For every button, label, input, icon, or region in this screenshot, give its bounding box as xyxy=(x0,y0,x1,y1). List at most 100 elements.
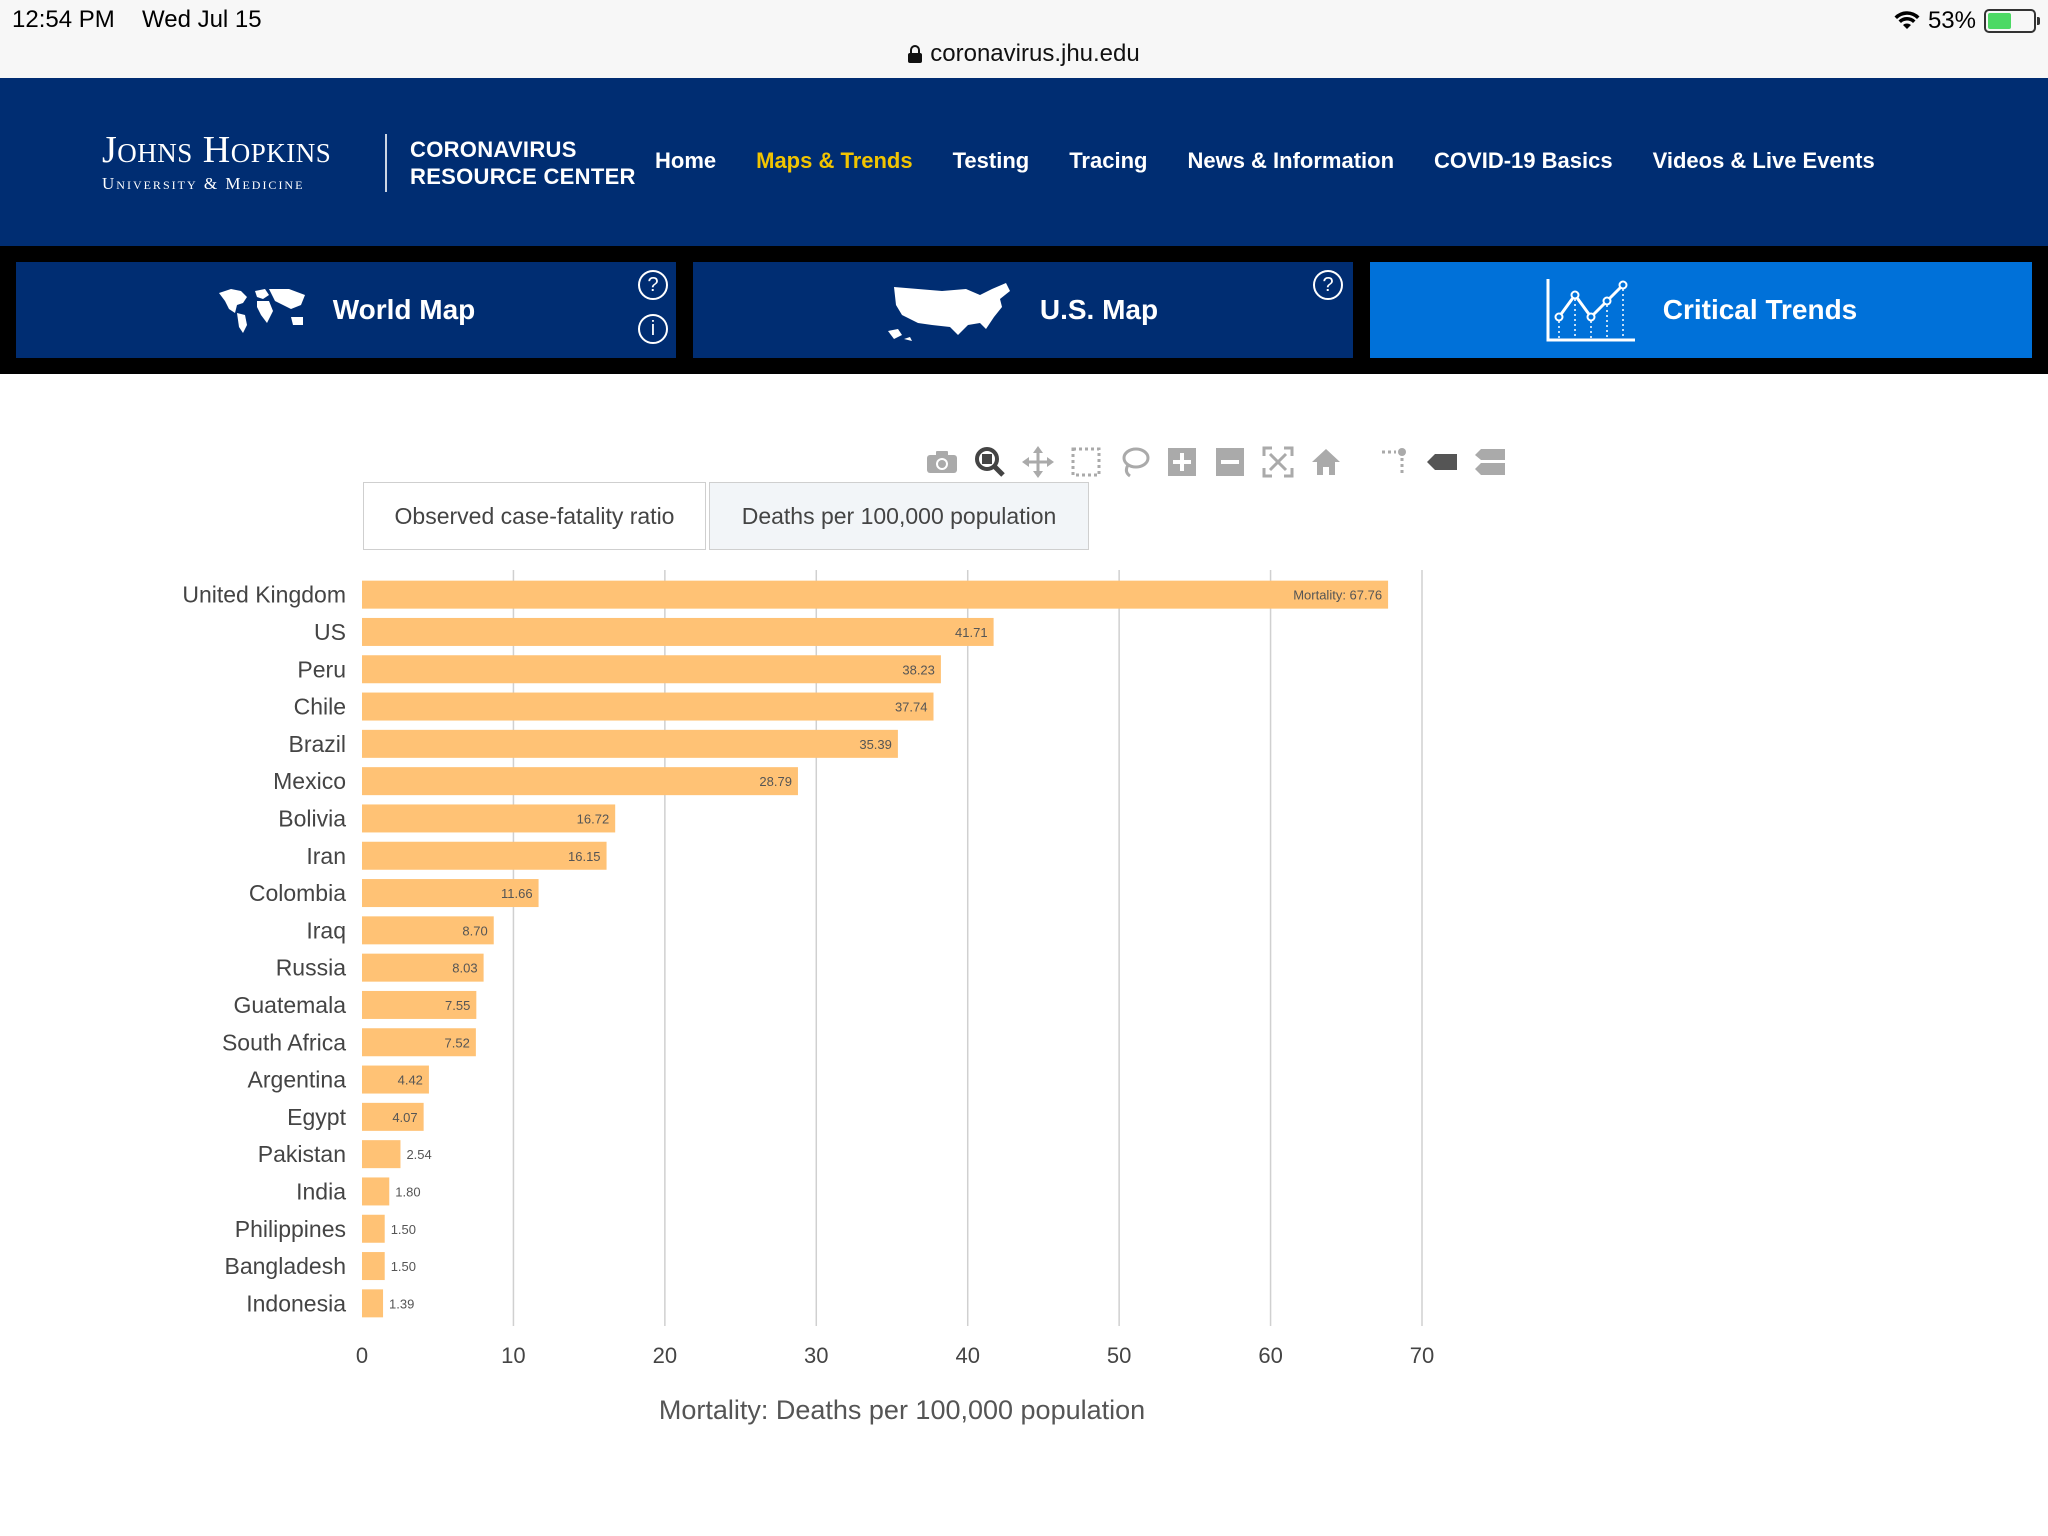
nav-item-news-information[interactable]: News & Information xyxy=(1187,148,1395,173)
bar-iraq xyxy=(362,916,494,945)
main-nav: Home Maps & Trends Testing Tracing News & In… xyxy=(655,148,1875,174)
category-label: Chile xyxy=(294,694,346,720)
category-label: Peru xyxy=(297,656,346,682)
url-text: coronavirus.jhu.edu xyxy=(930,40,1140,67)
bar-us xyxy=(362,617,994,646)
category-label: India xyxy=(296,1178,346,1204)
nav-item-tracing[interactable]: Tracing xyxy=(1069,148,1148,173)
tab-us-map[interactable]: U.S. Map ? xyxy=(693,262,1353,358)
bar-value-label: 1.50 xyxy=(391,1259,416,1274)
tab-world-map[interactable]: World Map ? i xyxy=(16,262,676,358)
x-tick-label: 20 xyxy=(653,1343,677,1368)
bar-guatemala xyxy=(362,990,477,1019)
resource-center-title[interactable]: CORONAVIRUS RESOURCE CENTER xyxy=(410,136,636,190)
battery-fill xyxy=(1988,13,2012,29)
world-map-icon xyxy=(218,289,305,333)
bar-value-label: 11.66 xyxy=(501,886,533,901)
logo-subtitle: University & Medicine xyxy=(102,174,305,193)
bar-value-label: 2.54 xyxy=(406,1147,431,1162)
bar-value-label: 35.39 xyxy=(859,737,892,752)
bar-value-label: 38.23 xyxy=(902,662,935,677)
tab-critical-trends[interactable]: Critical Trends xyxy=(1370,262,2032,358)
bar-value-label: 7.52 xyxy=(445,1035,470,1050)
bar-value-label: 1.39 xyxy=(389,1296,414,1311)
tab-world-map-label: World Map xyxy=(332,294,476,325)
logo-divider xyxy=(385,134,387,192)
hover-closest-icon[interactable] xyxy=(1418,444,1466,480)
bar-south-africa xyxy=(362,1028,476,1057)
lasso-select-icon[interactable] xyxy=(1110,444,1158,480)
category-label: Bolivia xyxy=(278,805,346,831)
camera-icon[interactable] xyxy=(918,444,966,480)
bar-philippines xyxy=(362,1214,385,1243)
bar-russia xyxy=(362,953,484,982)
category-label: Mexico xyxy=(273,768,346,794)
autoscale-icon[interactable] xyxy=(1254,444,1302,480)
bar-value-label: 4.42 xyxy=(398,1073,423,1088)
bar-egypt xyxy=(362,1102,424,1131)
bar-pakistan xyxy=(362,1140,401,1169)
resource-center-line2: RESOURCE CENTER xyxy=(410,164,636,189)
x-tick-label: 30 xyxy=(804,1343,828,1368)
box-select-icon[interactable] xyxy=(1062,444,1110,480)
zoom-icon[interactable] xyxy=(966,444,1014,480)
chart-modebar xyxy=(918,444,1514,480)
bar-united-kingdom xyxy=(362,580,1389,609)
bar-value-label: 37.74 xyxy=(895,700,928,715)
johns-hopkins-logo[interactable]: Johns Hopkins University & Medicine xyxy=(102,130,331,194)
status-date: Wed Jul 15 xyxy=(142,6,262,33)
bar-value-label: 28.79 xyxy=(759,774,792,789)
bar-value-label: 1.80 xyxy=(395,1184,420,1199)
bar-chile xyxy=(362,692,934,721)
us-map-icon xyxy=(887,283,1010,341)
bar-value-label: 1.50 xyxy=(391,1222,416,1237)
help-icon[interactable]: ? xyxy=(638,270,668,300)
bar-value-label: 16.72 xyxy=(577,811,610,826)
bar-value-label: 4.07 xyxy=(392,1110,417,1125)
bar-colombia xyxy=(362,879,539,908)
deaths-per-100k-button[interactable]: Deaths per 100,000 population xyxy=(709,482,1089,550)
bar-value-label: 16.15 xyxy=(568,849,601,864)
category-label: Iraq xyxy=(306,917,346,943)
bar-bangladesh xyxy=(362,1252,385,1281)
case-fatality-button[interactable]: Observed case-fatality ratio xyxy=(363,482,706,550)
status-bar: 12:54 PM Wed Jul 15 53% coronavirus.jhu.… xyxy=(0,0,2048,78)
category-label: Russia xyxy=(276,955,347,981)
x-tick-label: 0 xyxy=(356,1343,368,1368)
bar-value-label: 41.71 xyxy=(955,625,988,640)
nav-item-home[interactable]: Home xyxy=(655,148,717,173)
hover-compare-icon[interactable] xyxy=(1466,444,1514,480)
reset-axes-icon[interactable] xyxy=(1302,444,1350,480)
logo-title: Johns Hopkins xyxy=(102,129,332,171)
bar-brazil xyxy=(362,729,898,758)
category-label: United Kingdom xyxy=(182,582,346,608)
category-label: Indonesia xyxy=(246,1290,346,1316)
zoom-in-icon[interactable] xyxy=(1158,444,1206,480)
info-icon[interactable]: i xyxy=(638,314,668,344)
bar-mexico xyxy=(362,767,798,796)
resource-center-line1: CORONAVIRUS xyxy=(410,137,577,162)
pan-icon[interactable] xyxy=(1014,444,1062,480)
url-bar[interactable]: coronavirus.jhu.edu xyxy=(0,36,2048,72)
x-tick-label: 10 xyxy=(501,1343,525,1368)
category-label: Guatemala xyxy=(233,992,346,1018)
lock-icon xyxy=(908,45,923,63)
x-tick-label: 70 xyxy=(1410,1343,1434,1368)
nav-item-testing[interactable]: Testing xyxy=(952,148,1030,173)
battery-icon xyxy=(1984,9,2040,33)
category-label: Egypt xyxy=(287,1104,346,1130)
help-icon[interactable]: ? xyxy=(1313,270,1343,300)
battery-percent: 53% xyxy=(1927,7,1976,34)
site-header: Johns Hopkins University & Medicine CORO… xyxy=(0,78,2048,246)
bar-value-label: 8.70 xyxy=(462,923,487,938)
x-axis-title: Mortality: Deaths per 100,000 population xyxy=(659,1395,1145,1425)
nav-item-maps-trends[interactable]: Maps & Trends xyxy=(756,148,913,173)
nav-item-covid-19-basics[interactable]: COVID-19 Basics xyxy=(1434,148,1613,173)
nav-item-videos-live-events[interactable]: Videos & Live Events xyxy=(1652,148,1875,173)
category-label: Iran xyxy=(306,843,346,869)
bar-peru xyxy=(362,655,941,684)
spike-lines-icon[interactable] xyxy=(1370,444,1418,480)
status-time: 12:54 PM xyxy=(12,6,115,33)
category-label: South Africa xyxy=(222,1029,346,1055)
zoom-out-icon[interactable] xyxy=(1206,444,1254,480)
